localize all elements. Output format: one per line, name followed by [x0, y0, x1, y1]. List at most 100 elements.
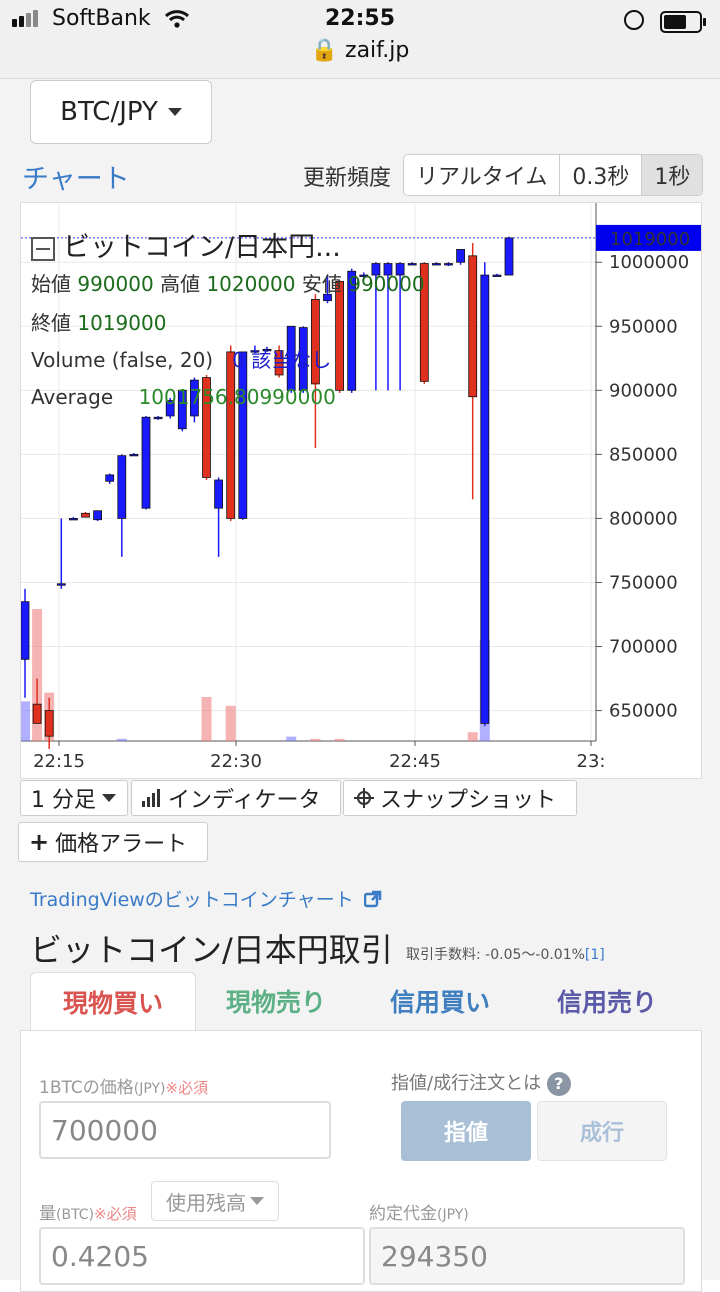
chart-symbol-title: ビットコイン/日本円...: [63, 232, 341, 263]
candle-body: [347, 270, 357, 391]
plus-icon: +: [29, 828, 50, 856]
indicators-button[interactable]: インディケータ: [131, 780, 341, 816]
chart-link[interactable]: チャート: [22, 164, 130, 195]
order-type-help[interactable]: 指値/成行注文とは ?: [391, 1069, 571, 1096]
price-label-row: 1BTCの価格(JPY)※必須: [39, 1073, 208, 1098]
external-link-icon: [363, 890, 381, 908]
battery-icon: [660, 11, 706, 33]
total-label-row: 約定代金(JPY): [369, 1199, 469, 1224]
pair-selector[interactable]: BTC/JPY: [30, 80, 212, 144]
candle-body: [81, 512, 90, 518]
price-alert-button[interactable]: + 価格アラート: [18, 822, 208, 862]
pair-label: BTC/JPY: [60, 97, 158, 127]
candle-body: [335, 281, 345, 391]
x-tick-label: 22:15: [33, 751, 85, 772]
balance-select[interactable]: 使用残高: [151, 1181, 279, 1221]
help-icon: ?: [546, 1072, 571, 1096]
candle-body: [407, 263, 417, 266]
ohlc-row-1: 始値 990000 高値 1020000 安値 990000: [31, 268, 425, 297]
total-unit: (JPY): [437, 1207, 469, 1223]
volume-bar: [286, 736, 297, 741]
candle-body: [69, 518, 78, 521]
last-price-badge: [596, 224, 701, 251]
chevron-down-icon: [102, 794, 116, 802]
average-value: 1001756.80990000: [138, 385, 336, 409]
volume-bar: [201, 697, 212, 741]
carrier-name: SoftBank: [52, 6, 151, 31]
market-order-button[interactable]: 成行: [537, 1101, 667, 1161]
candle-body: [117, 455, 127, 519]
address-bar[interactable]: 🔒 zaif.jp: [0, 38, 720, 63]
indicators-label: インディケータ: [168, 788, 321, 813]
update-frequency-selector: リアルタイム 0.3秒 1秒: [403, 154, 704, 196]
order-type-help-label: 指値/成行注文とは: [391, 1073, 542, 1094]
candle-body: [262, 348, 272, 352]
candle-body: [141, 416, 151, 509]
candle-body: [226, 351, 236, 519]
tab-margin-buy[interactable]: 信用買い: [389, 988, 490, 1017]
signal-icon: [12, 19, 17, 27]
candle-body: [504, 237, 514, 276]
volume-bar: [310, 738, 321, 741]
tradingview-link[interactable]: TradingViewのビットコインチャート: [30, 885, 382, 912]
price-input[interactable]: 700000: [39, 1101, 331, 1159]
y-tick-label: 1000000: [609, 252, 689, 273]
candle-body: [214, 479, 224, 509]
candle-body: [456, 249, 466, 263]
snapshot-button[interactable]: スナップショット: [343, 780, 577, 816]
candle-body: [56, 583, 66, 586]
y-tick-label: 650000: [609, 701, 678, 722]
candle-body: [468, 255, 478, 398]
signal-bar: [19, 16, 24, 27]
bar-chart-icon: [142, 789, 160, 807]
price-chart[interactable]: 1000000 950000 900000 850000 800000 750000 700…: [20, 202, 702, 779]
volume-legend: Volume (false, 20) 0 該当なし: [31, 344, 331, 373]
tab-spot-sell[interactable]: 現物売り: [225, 988, 326, 1017]
close-value: 1019000: [77, 311, 167, 335]
y-tick-label: 800000: [609, 508, 678, 529]
open-label: 始値: [31, 272, 71, 296]
candle-body: [371, 263, 381, 276]
total-field: 294350: [369, 1227, 685, 1285]
candle-body: [129, 453, 139, 457]
candle-body: [202, 377, 211, 478]
url-text: zaif.jp: [345, 38, 410, 63]
amount-input[interactable]: 0.4205: [39, 1227, 365, 1285]
x-tick-label: 23:: [577, 751, 606, 772]
volume-bar: [32, 609, 43, 741]
total-label: 約定代金: [369, 1204, 437, 1224]
amount-label: 量: [39, 1204, 56, 1224]
x-tick-label: 22:45: [389, 751, 441, 772]
freq-option-1s[interactable]: 1秒: [642, 155, 703, 195]
average-label: Average: [31, 385, 114, 409]
volume-bar: [21, 701, 30, 741]
limit-order-button[interactable]: 指値: [401, 1101, 531, 1161]
volume-bar: [116, 738, 127, 741]
candle-body: [419, 263, 429, 382]
tab-margin-sell[interactable]: 信用売り: [556, 988, 657, 1017]
fee-footnote-link[interactable]: [1]: [584, 947, 605, 963]
status-bar: SoftBank 22:55 🔒 zaif.jp: [0, 0, 720, 79]
price-unit: (JPY): [133, 1081, 166, 1097]
rotation-lock-icon: [624, 10, 644, 30]
price-label: 1BTCの価格: [39, 1078, 134, 1098]
ohlc-row-2: 終値 1019000: [31, 307, 166, 336]
collapse-icon[interactable]: [31, 236, 55, 261]
balance-select-label: 使用残高: [166, 1190, 246, 1215]
candle-body: [153, 416, 163, 420]
candlestick-plot[interactable]: 1000000 950000 900000 850000 800000 750000 700…: [21, 203, 701, 778]
candle-body: [310, 298, 320, 385]
tab-spot-buy[interactable]: 現物買い: [30, 972, 196, 1031]
y-tick-label: 750000: [609, 572, 678, 593]
freq-option-realtime[interactable]: リアルタイム: [404, 155, 561, 195]
candle-body: [177, 389, 187, 430]
open-value: 990000: [77, 272, 154, 296]
interval-selector[interactable]: 1 分足: [20, 780, 128, 816]
candle-body: [395, 263, 405, 276]
volume-bar: [334, 738, 345, 741]
lock-icon: 🔒: [310, 38, 346, 63]
clock: 22:55: [324, 6, 396, 31]
high-label: 高値: [160, 272, 201, 296]
close-label: 終値: [31, 311, 71, 335]
freq-option-0-3s[interactable]: 0.3秒: [560, 155, 643, 195]
